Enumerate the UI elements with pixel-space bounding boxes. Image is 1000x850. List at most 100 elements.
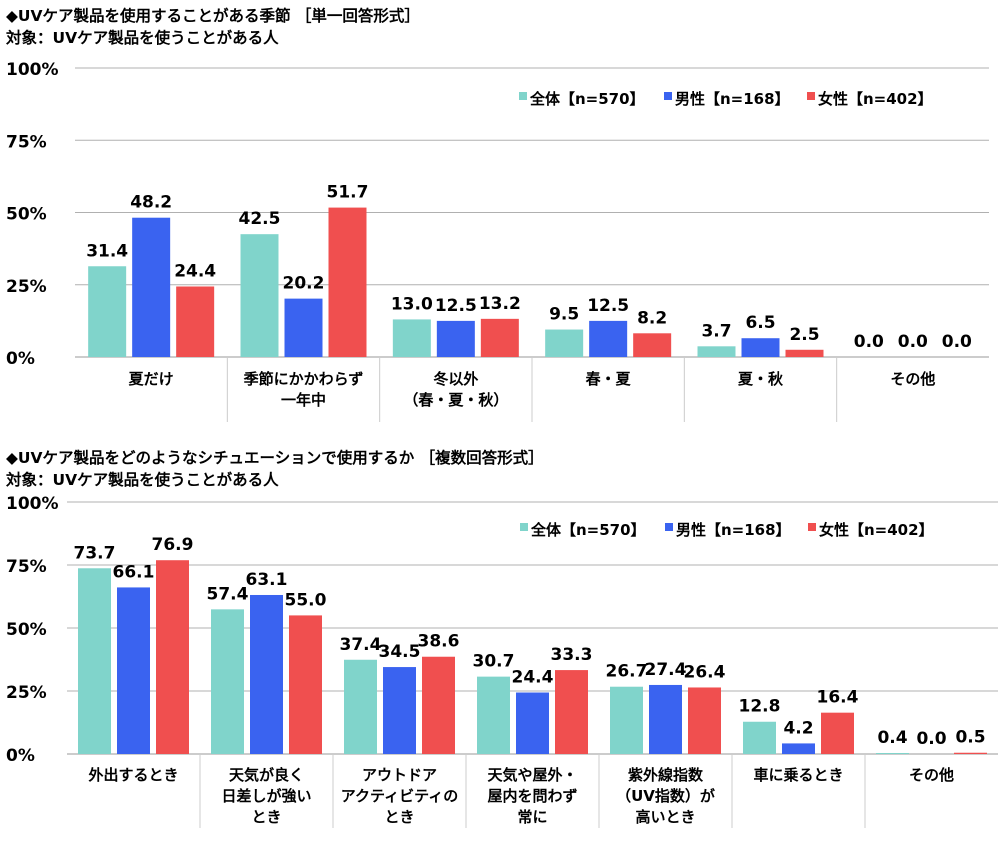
data-label: 9.5: [549, 305, 579, 325]
bar: [422, 656, 455, 754]
data-label: 24.4: [512, 668, 554, 688]
bar: [176, 286, 215, 357]
category-label: （春・夏・秋）: [403, 391, 508, 409]
category-label: アクティビティの: [341, 787, 458, 805]
category-label: 外出するとき: [87, 766, 178, 784]
data-label: 26.4: [684, 662, 726, 682]
category-label: 春・夏: [586, 370, 632, 388]
category-label: アウトドア: [362, 766, 437, 784]
y-tick-label: 100%: [6, 494, 59, 514]
bar: [284, 298, 323, 357]
bar: [785, 349, 824, 357]
data-label: 12.8: [739, 697, 781, 717]
y-tick-label: 50%: [6, 620, 47, 640]
data-label: 34.5: [379, 642, 421, 662]
chart1-subtitle: 対象：UVケア製品を使うことがある人: [6, 29, 279, 47]
bar: [633, 333, 672, 357]
chart1-title: ◆UVケア製品を使用することがある季節 ［単一回答形式］: [6, 7, 420, 25]
legend-label: 女性【n=402】: [819, 521, 934, 539]
y-tick-label: 25%: [6, 683, 47, 703]
bar: [876, 752, 909, 754]
legend-label: 男性【n=168】: [675, 90, 790, 108]
category-label: 天気や屋外・: [487, 766, 577, 784]
data-label: 66.1: [113, 562, 155, 582]
bar: [649, 684, 682, 754]
data-label: 24.4: [174, 261, 216, 281]
data-label: 31.4: [86, 241, 128, 261]
category-label: 天気が良く: [229, 766, 304, 784]
legend-label: 男性【n=168】: [676, 521, 791, 539]
data-label: 55.0: [285, 590, 327, 610]
category-label: 常に: [517, 808, 547, 826]
y-tick-label: 0%: [6, 746, 35, 766]
data-label: 76.9: [152, 535, 194, 555]
data-label: 0.0: [942, 332, 972, 352]
data-label: 12.5: [587, 296, 629, 316]
bar: [782, 743, 815, 754]
bar: [328, 207, 367, 357]
bar: [741, 338, 780, 357]
bar: [156, 560, 189, 754]
bar: [545, 329, 584, 357]
legend-label: 女性【n=402】: [818, 90, 933, 108]
data-label: 73.7: [74, 543, 116, 563]
legend-swatch: [807, 92, 815, 100]
category-label: その他: [909, 766, 954, 784]
category-label: 冬以外: [433, 370, 478, 388]
bar: [78, 568, 111, 754]
y-tick-label: 0%: [6, 349, 35, 369]
category-label: とき: [384, 808, 414, 826]
bar: [240, 234, 279, 357]
bar: [610, 686, 643, 754]
data-label: 13.0: [391, 294, 433, 314]
legend-swatch: [664, 92, 672, 100]
legend-swatch: [808, 523, 816, 531]
bar: [383, 667, 416, 754]
bar: [344, 659, 377, 754]
data-label: 63.1: [246, 570, 288, 590]
chart2-subtitle: 対象：UVケア製品を使うことがある人: [6, 471, 279, 489]
bar: [117, 587, 150, 754]
bar: [954, 752, 987, 754]
data-label: 2.5: [789, 325, 819, 345]
bar: [480, 318, 519, 357]
bar: [688, 687, 721, 754]
data-label: 16.4: [817, 688, 859, 708]
category-label: 高いとき: [635, 808, 695, 826]
chart2-title: ◆UVケア製品をどのようなシチュエーションで使用するか ［複数回答形式］: [6, 449, 544, 467]
bar: [516, 692, 549, 754]
data-label: 42.5: [239, 209, 281, 229]
legend-label: 全体【n=570】: [530, 521, 646, 539]
category-label: 夏・秋: [737, 370, 784, 388]
data-label: 57.4: [207, 584, 249, 604]
bar: [436, 320, 475, 357]
data-label: 51.7: [327, 183, 369, 203]
category-label: 日差しが強い: [221, 787, 311, 805]
bar: [477, 676, 510, 754]
data-label: 13.2: [479, 294, 521, 314]
category-label: 夏だけ: [128, 370, 174, 388]
y-tick-label: 75%: [6, 557, 47, 577]
data-label: 0.0: [916, 729, 946, 749]
data-label: 26.7: [606, 662, 648, 682]
data-label: 6.5: [745, 313, 775, 333]
data-label: 37.4: [340, 635, 382, 655]
legend-label: 全体【n=570】: [529, 90, 645, 108]
bar: [555, 670, 588, 754]
data-label: 30.7: [473, 652, 515, 672]
data-label: 38.6: [418, 632, 460, 652]
category-label: 紫外線指数: [628, 766, 704, 784]
bar: [250, 594, 283, 754]
data-label: 4.2: [783, 718, 813, 738]
category-label: とき: [251, 808, 281, 826]
category-label: 屋内を問わず: [487, 787, 577, 805]
bar: [821, 712, 854, 754]
data-label: 0.0: [898, 332, 928, 352]
data-label: 8.2: [637, 308, 667, 328]
data-label: 48.2: [130, 193, 172, 213]
y-tick-label: 25%: [6, 277, 47, 297]
data-label: 0.4: [877, 728, 907, 748]
data-label: 0.0: [854, 332, 884, 352]
legend-swatch: [520, 523, 528, 531]
